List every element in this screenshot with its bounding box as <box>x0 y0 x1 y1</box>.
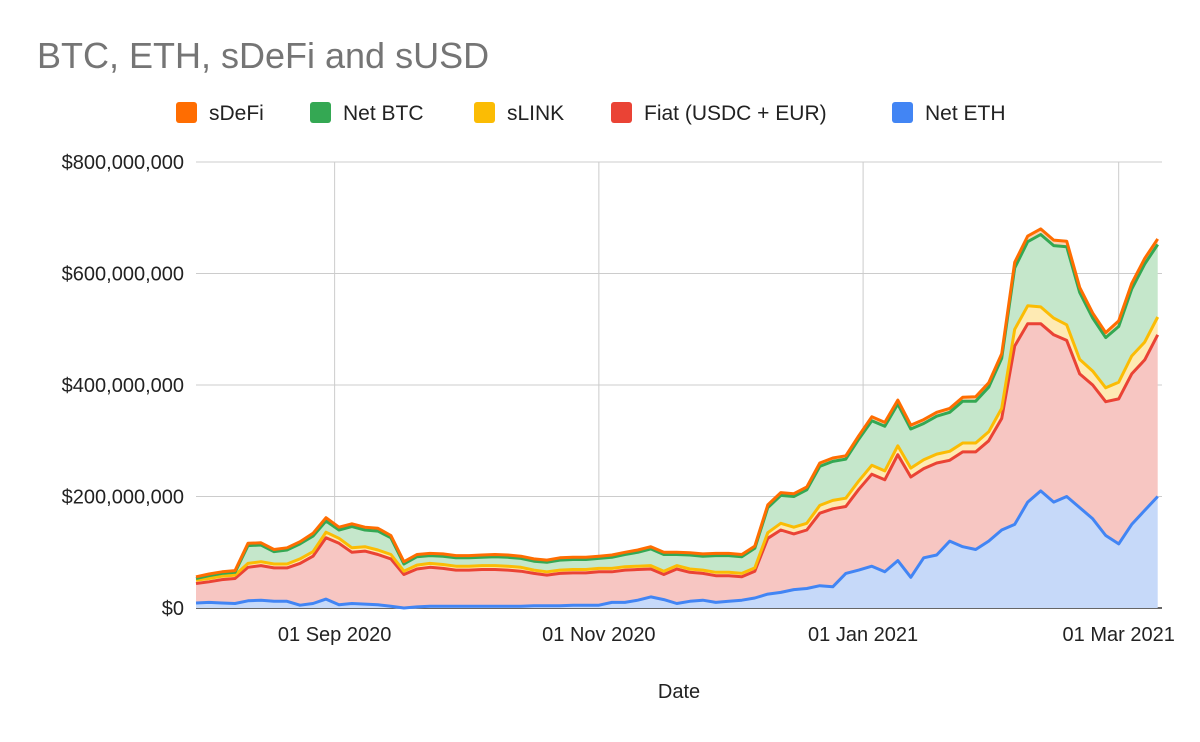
line-sdefi <box>195 227 1159 579</box>
x-tick-label: 01 Mar 2021 <box>1063 624 1175 646</box>
y-tick-label: $0 <box>162 598 184 620</box>
line-net-btc <box>195 233 1159 580</box>
x-axis-title: Date <box>658 681 700 703</box>
legend-label: Net ETH <box>925 102 1006 125</box>
line-slink <box>195 304 1160 582</box>
area-fiat-usdc-eur <box>196 323 1158 608</box>
legend-label: Net BTC <box>343 102 424 125</box>
legend-swatch <box>310 102 331 123</box>
legend-swatch <box>474 102 495 123</box>
legend-swatch <box>611 102 632 123</box>
area-slink <box>196 305 1158 584</box>
line-fiat-usdc-eur <box>195 322 1160 585</box>
x-tick-label: 01 Nov 2020 <box>542 624 655 646</box>
legend-item: Fiat (USDC + EUR) <box>611 102 827 125</box>
y-tick-label: $600,000,000 <box>62 264 184 286</box>
area-net-btc <box>196 234 1158 581</box>
legend: sDeFi Net BTC sLINK Fiat (USDC + EUR) Net ET… <box>176 102 1006 125</box>
stacked-areas <box>196 228 1158 608</box>
line-net-eth <box>195 489 1159 610</box>
y-tick-label: $400,000,000 <box>62 375 184 397</box>
series-lines <box>195 227 1160 610</box>
y-tick-label: $200,000,000 <box>62 487 184 509</box>
y-axis: $0 $200,000,000 $400,000,000 $600,000,000 $8… <box>62 152 184 620</box>
legend-swatch <box>892 102 913 123</box>
legend-swatch <box>176 102 197 123</box>
legend-label: sLINK <box>507 102 564 125</box>
y-tick-label: $800,000,000 <box>62 152 184 174</box>
x-tick-label: 01 Sep 2020 <box>278 624 391 646</box>
chart-title: BTC, ETH, sDeFi and sUSD <box>37 35 489 76</box>
legend-item: Net ETH <box>892 102 1006 125</box>
x-tick-label: 01 Jan 2021 <box>808 624 918 646</box>
legend-item: Net BTC <box>310 102 424 125</box>
legend-item: sLINK <box>474 102 564 125</box>
area-net-eth <box>196 490 1158 608</box>
legend-label: Fiat (USDC + EUR) <box>644 102 827 125</box>
legend-label: sDeFi <box>209 102 264 125</box>
legend-item: sDeFi <box>176 102 264 125</box>
x-axis: 01 Sep 2020 01 Nov 2020 01 Jan 2021 01 Mar … <box>278 624 1175 646</box>
